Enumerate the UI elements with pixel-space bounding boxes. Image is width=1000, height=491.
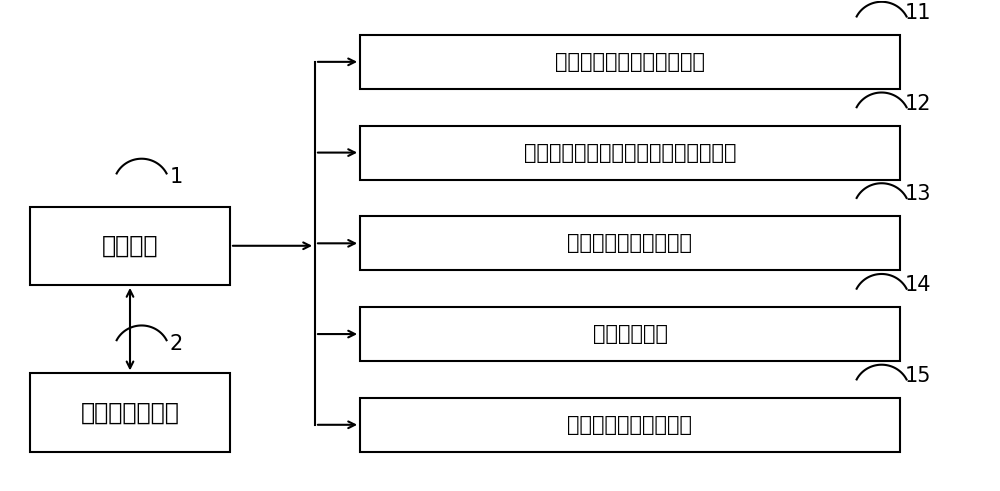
FancyBboxPatch shape (360, 217, 900, 271)
FancyBboxPatch shape (360, 126, 900, 180)
Text: 12: 12 (905, 94, 932, 113)
Text: 1: 1 (170, 167, 183, 187)
Text: 14: 14 (905, 275, 932, 295)
FancyBboxPatch shape (30, 207, 230, 285)
FancyBboxPatch shape (360, 398, 900, 452)
FancyBboxPatch shape (30, 373, 230, 452)
Text: 运行状态表征向量构建单元: 运行状态表征向量构建单元 (555, 52, 705, 72)
Text: 构建模块: 构建模块 (102, 234, 158, 258)
FancyBboxPatch shape (360, 35, 900, 89)
Text: 13: 13 (905, 184, 932, 204)
Text: 逻辑距离函数构建单元: 逻辑距离函数构建单元 (568, 233, 692, 253)
Text: 数值试验校验验证单元: 数值试验校验验证单元 (568, 415, 692, 435)
Text: 2: 2 (170, 334, 183, 354)
Text: 测试与试验模块: 测试与试验模块 (81, 401, 179, 425)
Text: 阈值确定单元: 阈值确定单元 (592, 324, 668, 344)
Text: 11: 11 (905, 3, 932, 23)
Text: 15: 15 (905, 366, 932, 386)
FancyBboxPatch shape (360, 307, 900, 361)
Text: 核动力系统标准运行工况体系构建单元: 核动力系统标准运行工况体系构建单元 (524, 142, 736, 163)
